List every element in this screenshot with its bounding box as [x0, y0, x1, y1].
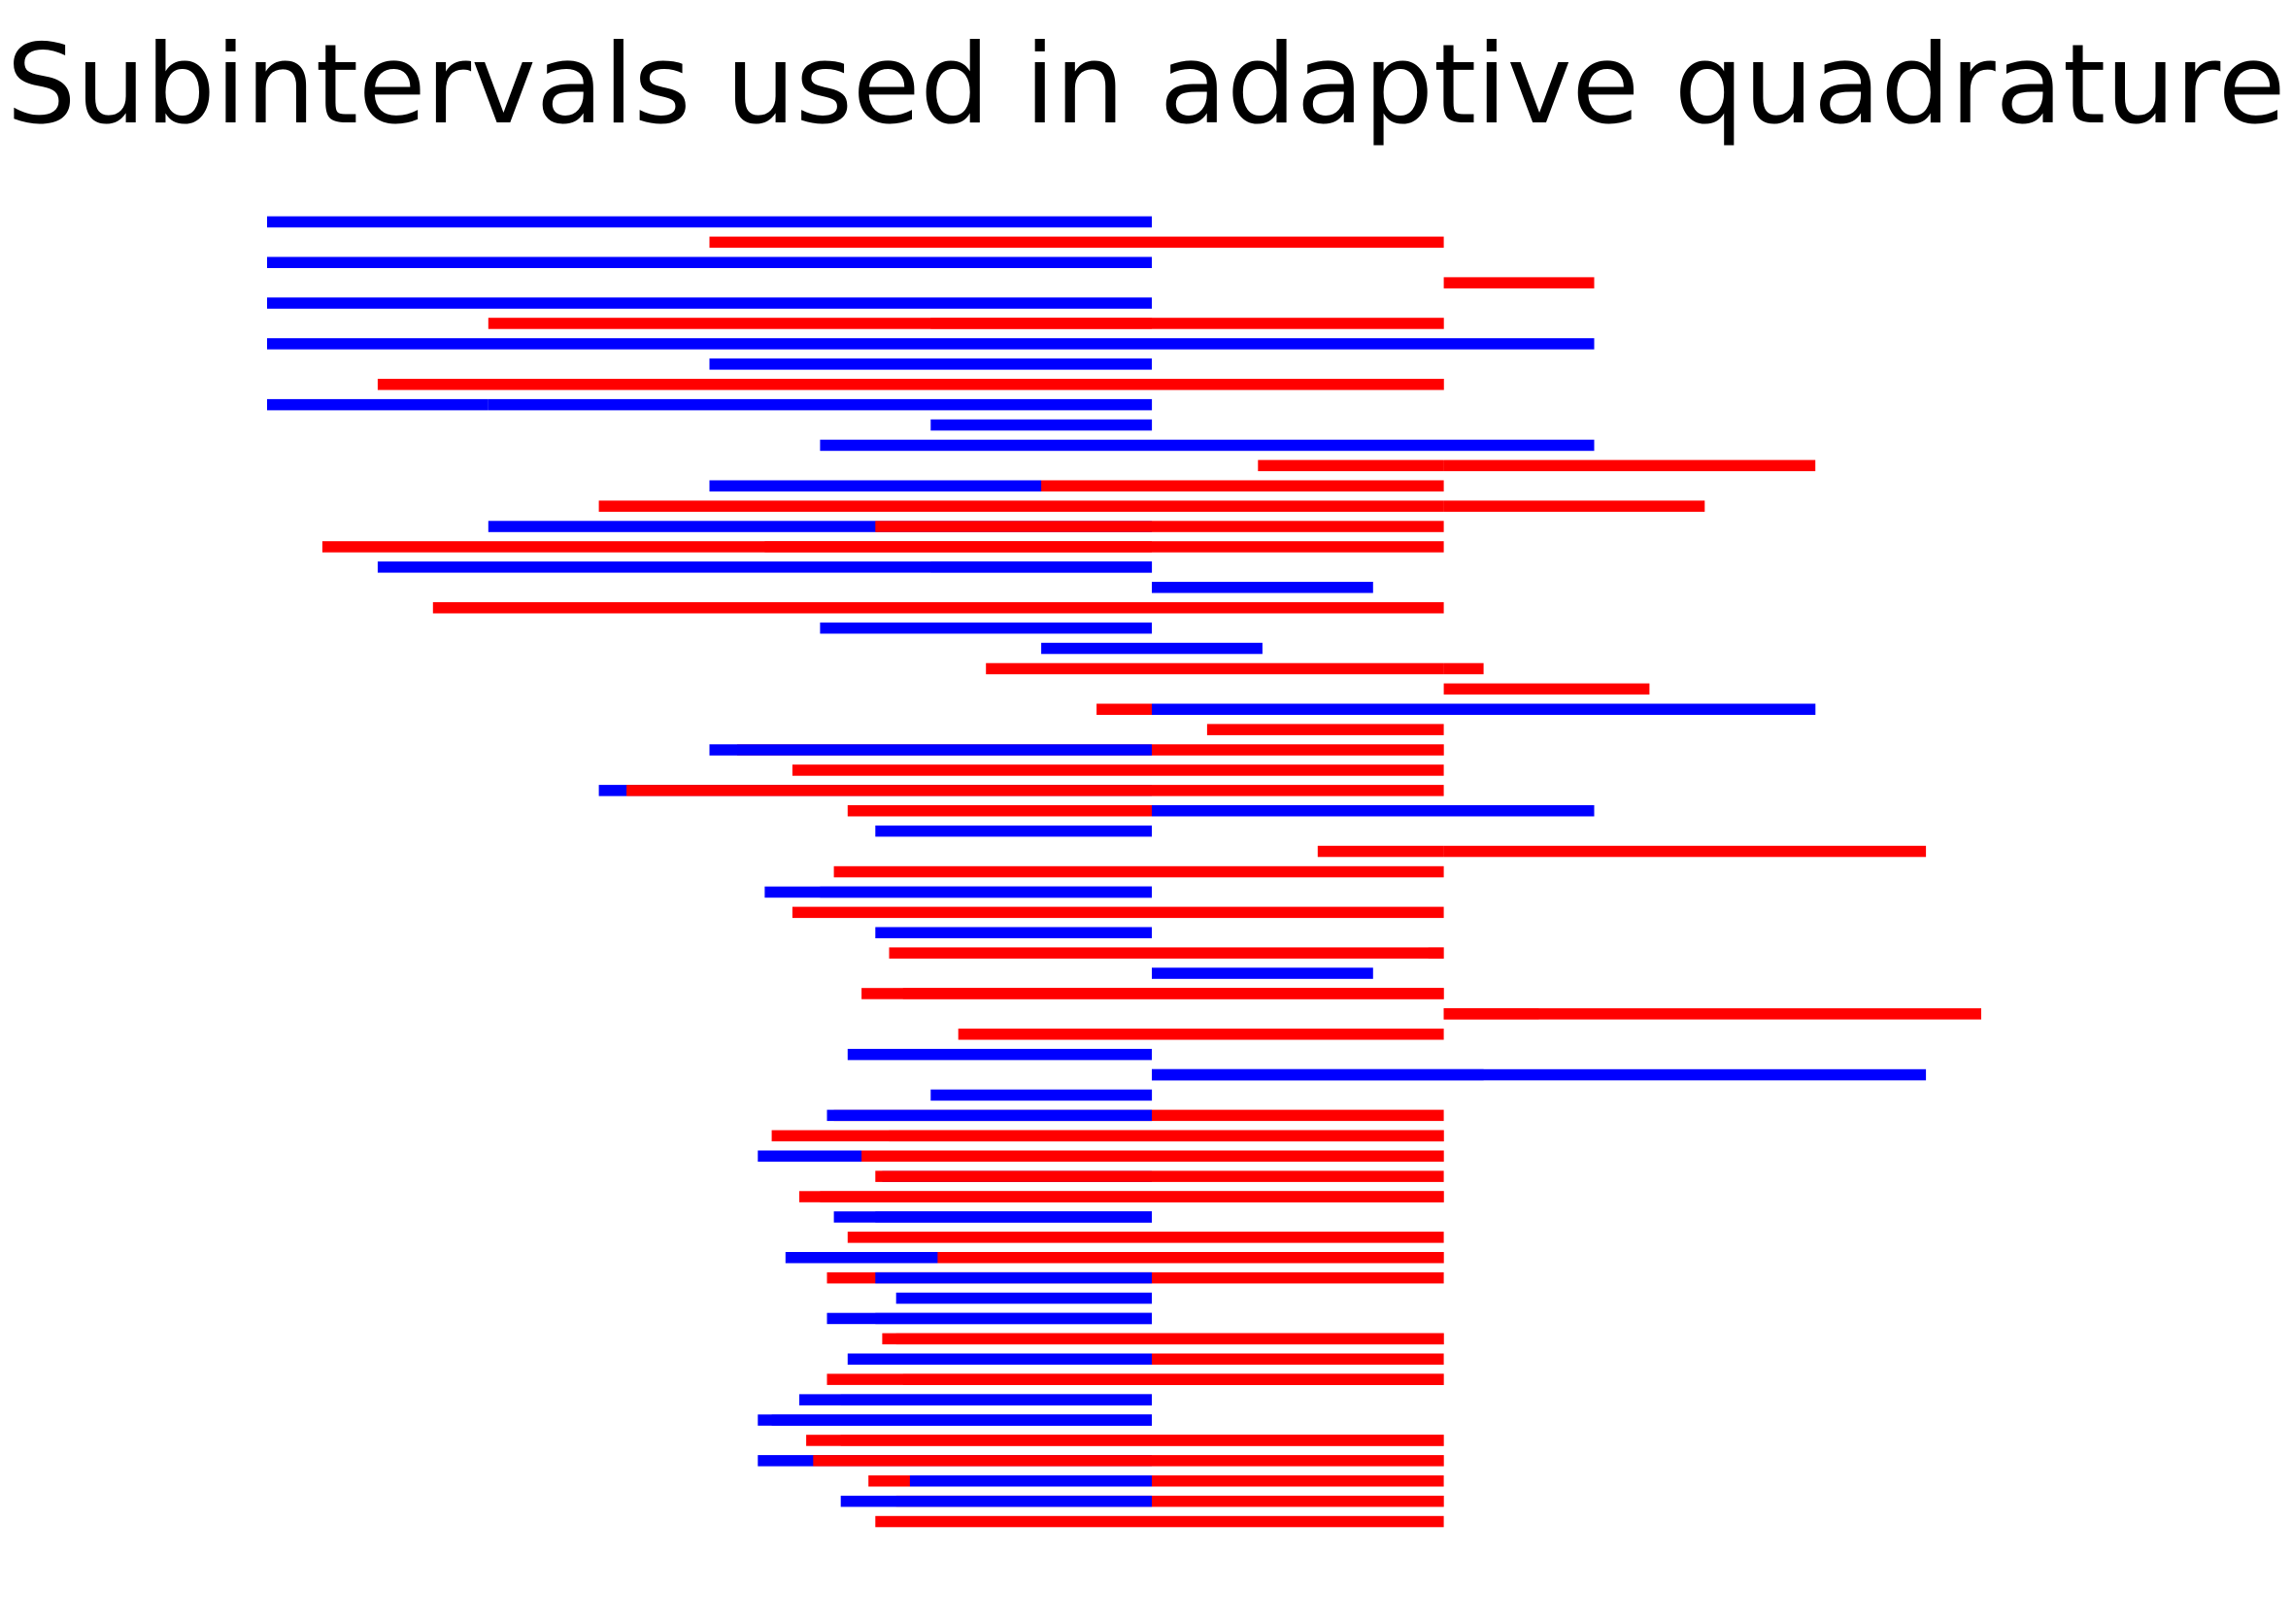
interval-bar-red: [806, 1435, 1444, 1446]
interval-bar-red: [847, 805, 1444, 817]
interval-bar-red: [598, 500, 1444, 512]
interval-bar-blue: [709, 297, 1152, 309]
interval-bar-blue: [820, 439, 1152, 452]
interval-bar-red: [626, 785, 1444, 796]
interval-bar-red: [1443, 1008, 1539, 1020]
interval-bar-red: [958, 1029, 1444, 1040]
interval-bar-red: [1206, 724, 1444, 735]
interval-bar-red: [875, 1515, 1444, 1528]
interval-bar-red: [1317, 845, 1444, 858]
interval-bar-red: [930, 318, 1444, 329]
interval-bar-blue: [909, 1475, 1152, 1487]
interval-bar-red: [488, 318, 1153, 329]
interval-bar-red: [1443, 500, 1705, 512]
interval-bar-blue: [1152, 703, 1816, 715]
interval-bar-blue: [847, 1353, 1152, 1365]
interval-bar-red: [861, 1150, 1444, 1162]
interval-bar-red: [1041, 480, 1444, 491]
interval-bar-blue: [930, 419, 1153, 431]
interval-bar-red: [868, 1475, 1444, 1487]
interval-bar-blue: [377, 561, 1152, 573]
interval-bar-blue: [1152, 805, 1595, 817]
interval-bar-blue: [1152, 642, 1263, 655]
interval-bar-red: [1443, 1008, 1981, 1020]
interval-bar-red: [1364, 379, 1444, 390]
interval-bar-red: [1152, 236, 1444, 249]
interval-bar-red: [875, 1353, 1444, 1365]
interval-bar-blue: [771, 1414, 1152, 1426]
interval-bar-blue: [1152, 1068, 1927, 1081]
interval-bar-red: [813, 1455, 1444, 1467]
interval-bar-blue: [875, 927, 1152, 938]
interval-bar-blue: [840, 1495, 1152, 1507]
interval-bar-red: [875, 521, 1444, 532]
interval-bar-red: [820, 379, 1444, 390]
interval-bar-red: [1428, 947, 1444, 959]
interval-bar-blue: [930, 1089, 1153, 1101]
interval-bar-red: [875, 1170, 1444, 1182]
interval-bar-blue: [267, 256, 1152, 268]
interval-bar-red: [902, 988, 1444, 999]
interval-bar-red: [937, 1252, 1444, 1264]
interval-bar-red: [889, 1130, 1444, 1142]
interval-bar-red: [902, 1373, 1444, 1385]
interval-bar-blue: [1152, 582, 1373, 593]
interval-bar-blue: [1152, 439, 1595, 452]
interval-bar-blue: [267, 398, 489, 411]
interval-bar-blue: [820, 622, 1152, 634]
interval-bar-blue: [488, 521, 1153, 532]
interval-bar-red: [882, 1333, 1444, 1345]
interval-bar-red: [847, 1232, 1444, 1243]
interval-bar-red: [895, 1495, 1444, 1507]
interval-bar-blue: [1152, 967, 1373, 979]
interval-bar-red: [709, 236, 1152, 249]
interval-bar-red: [377, 379, 1152, 390]
interval-bar-red: [1443, 662, 1484, 675]
interval-bar-blue: [826, 1109, 1152, 1122]
interval-bar-red: [1443, 683, 1650, 695]
interval-bar-red: [321, 541, 1152, 553]
interval-bar-red: [543, 602, 1444, 614]
interval-bar-blue: [875, 1211, 1152, 1223]
interval-bar-red: [1443, 277, 1595, 288]
chart-title: Subintervals used in adaptive quadrature: [6, 20, 2286, 149]
interval-bar-blue: [820, 886, 1152, 898]
interval-bar-blue: [267, 338, 1152, 350]
interval-bar-blue: [1152, 1068, 1484, 1081]
interval-bar-red: [792, 906, 1444, 919]
interval-bar-blue: [930, 561, 1153, 573]
interval-bar-blue: [875, 825, 1152, 837]
interval-bar-red: [792, 764, 1444, 776]
interval-bar-red: [1443, 459, 1816, 472]
interval-bar-blue: [709, 480, 1152, 491]
interval-bar-red: [833, 865, 1444, 878]
interval-bar-blue: [267, 216, 1152, 228]
interval-bar-blue: [709, 358, 1152, 370]
interval-bar-red: [799, 1191, 1444, 1202]
interval-bar-red: [1258, 459, 1444, 472]
interval-bar-red: [986, 662, 1444, 675]
interval-bar-blue: [840, 1394, 1152, 1405]
interval-bar-blue: [709, 744, 1152, 756]
interval-bar-blue: [847, 1048, 1152, 1061]
interval-bar-red: [1443, 845, 1927, 858]
interval-bar-blue: [1152, 338, 1595, 350]
interval-bar-blue: [875, 1312, 1152, 1325]
interval-bar-red: [764, 541, 1444, 553]
interval-bar-blue: [488, 398, 1153, 411]
interval-bar-blue: [267, 297, 710, 309]
interval-bar-blue: [895, 1292, 1152, 1304]
interval-bar-red: [889, 947, 1444, 959]
interval-bar-blue: [875, 1271, 1152, 1284]
interval-bar-blue: [1041, 642, 1152, 655]
